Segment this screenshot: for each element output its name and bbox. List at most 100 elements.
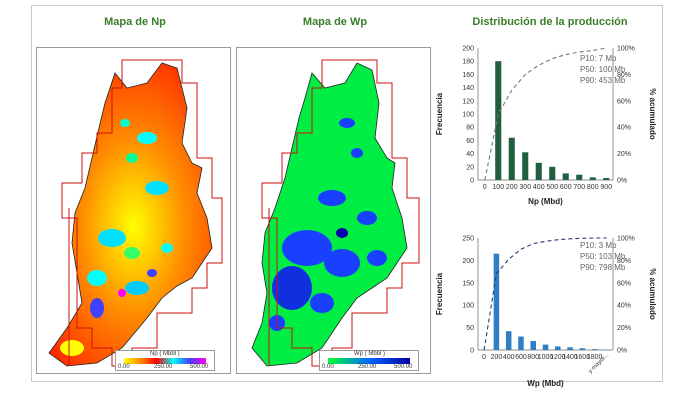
wp-y2tick-label: 100%	[617, 236, 635, 243]
np-ytick-label: 120	[462, 98, 474, 105]
np-y-axis-title: Frecuencia	[435, 92, 444, 135]
np-legend-tick-max: 500.00	[190, 364, 209, 370]
wp-bar	[530, 341, 536, 350]
np-ytick-label: 160	[462, 72, 474, 79]
np-xtick-label: 600	[560, 184, 572, 191]
np-xtick-label: 500	[546, 184, 558, 191]
wp-bar	[493, 253, 500, 350]
np-xtick-label: 200	[506, 184, 518, 191]
np-legend-tick-min: 0.00	[118, 364, 130, 370]
wp-y2tick-label: 40%	[617, 303, 631, 310]
np-ytick-label: 20	[466, 164, 474, 171]
wp-ytick-label: 100	[462, 303, 474, 310]
np-bar	[589, 177, 596, 180]
wp-xtick-label: 1800	[587, 354, 603, 361]
wp-xtick-label: 1200	[550, 354, 566, 361]
wp-ytick-label: 250	[462, 236, 474, 243]
wp-percentile-annotation: P90: 798 Mb	[580, 263, 626, 272]
wp-y-axis-title: Frecuencia	[435, 272, 444, 315]
np-percentile-annotation: P10: 7 Mb	[580, 54, 617, 63]
np-bar	[508, 137, 515, 180]
wp-y2-axis-title: % acumulado	[648, 268, 657, 320]
wp-xtick-label: 200	[491, 354, 503, 361]
np-y2tick-label: 80%	[617, 72, 631, 79]
np-xtick-label: 100	[492, 184, 504, 191]
np-xtick-label: 900	[600, 184, 612, 191]
wp-percentile-annotation: P10: 3 Mb	[580, 241, 617, 250]
np-xtick-label: 300	[519, 184, 531, 191]
wp-legend-tick-mid: 250.00	[358, 364, 377, 370]
np-x-axis-title: Np (Mbd)	[528, 197, 563, 206]
wp-xtick-label: 0	[482, 354, 486, 361]
wp-bar	[567, 347, 573, 350]
np-bar	[562, 173, 569, 180]
wp-ytick-label: 200	[462, 258, 474, 265]
np-map-panel: Np ( Mbbl ) 0.00 250.00 500.00	[36, 47, 231, 374]
np-bar	[549, 166, 556, 180]
wp-xtick-label: 1400	[562, 354, 578, 361]
np-y2-axis-title: % acumulado	[648, 88, 657, 140]
np-legend: Np ( Mbbl ) 0.00 250.00 500.00	[115, 350, 215, 371]
np-percentile-annotation: P50: 100 Mb	[580, 65, 626, 74]
np-percentile-annotation: P90: 453 Mb	[580, 76, 626, 85]
np-y2tick-label: 40%	[617, 125, 631, 132]
wp-xtick-label: 600	[515, 354, 527, 361]
wp-bar	[555, 346, 561, 350]
np-bar	[522, 152, 529, 180]
wp-ytick-label: 50	[466, 325, 474, 332]
np-bar	[535, 162, 542, 180]
np-y2tick-label: 20%	[617, 151, 631, 158]
wp-map-title: Mapa de Wp	[302, 16, 368, 28]
wp-map-panel: Wp ( Mbbl ) 0.00 250.00 500.00	[236, 47, 431, 374]
wp-x-axis-title: Wp (Mbd)	[527, 379, 564, 388]
wp-bar	[542, 344, 549, 350]
wp-legend-title: Wp ( Mbbl )	[354, 351, 386, 357]
np-xtick-label: 0	[483, 184, 487, 191]
np-y2tick-label: 0%	[617, 178, 627, 185]
np-ytick-label: 200	[462, 46, 474, 53]
np-legend-colorbar	[124, 358, 206, 364]
np-histogram: 0 20 40 60 80 100 120 140 160 180 200 0% 20% 40% 60% 80…	[435, 46, 657, 207]
wp-ytick-label: 0	[470, 348, 474, 355]
wp-percentile-annotation: P50: 103 Mb	[580, 252, 626, 261]
np-legend-title: Np ( Mbbl )	[150, 351, 180, 357]
np-ytick-label: 60	[466, 138, 474, 145]
np-xtick-label: 800	[587, 184, 599, 191]
distribution-title: Distribución de la producción	[472, 16, 628, 28]
wp-bar	[518, 336, 524, 350]
wp-xtick-label: 800	[527, 354, 539, 361]
wp-legend: Wp ( Mbbl ) 0.00 250.00 500.00	[319, 350, 419, 371]
np-bar	[495, 61, 502, 181]
np-ytick-label: 180	[462, 59, 474, 66]
np-bar	[603, 178, 610, 180]
wp-legend-tick-min: 0.00	[322, 364, 334, 370]
np-map-image	[48, 59, 223, 367]
np-map-title: Mapa de Np	[104, 16, 166, 28]
np-ytick-label: 140	[462, 85, 474, 92]
wp-y2tick-label: 80%	[617, 258, 631, 265]
wp-ytick-label: 150	[462, 280, 474, 287]
wp-xtick-label: 1000	[538, 354, 554, 361]
wp-map-image	[251, 59, 420, 367]
wp-xtick-label: 1600	[575, 354, 591, 361]
wp-bar	[591, 349, 598, 350]
wp-legend-colorbar	[328, 358, 410, 364]
wp-legend-tick-max: 500.00	[394, 364, 413, 370]
wp-y2tick-label: 20%	[617, 325, 631, 332]
wp-bar	[505, 331, 512, 350]
np-ytick-label: 40	[466, 151, 474, 158]
wp-xtick-label: 400	[503, 354, 515, 361]
np-ytick-label: 0	[470, 178, 474, 185]
np-ytick-label: 80	[466, 125, 474, 132]
wp-bar	[579, 348, 586, 350]
np-xtick-label: 700	[573, 184, 585, 191]
np-xtick-label: 400	[533, 184, 545, 191]
np-y2tick-label: 100%	[617, 46, 635, 53]
np-legend-tick-mid: 250.00	[154, 364, 173, 370]
np-y2tick-label: 60%	[617, 98, 631, 105]
wp-y2tick-label: 60%	[617, 280, 631, 287]
wp-y2tick-label: 0%	[617, 348, 627, 355]
np-ytick-label: 100	[462, 112, 474, 119]
np-bar	[576, 174, 583, 180]
